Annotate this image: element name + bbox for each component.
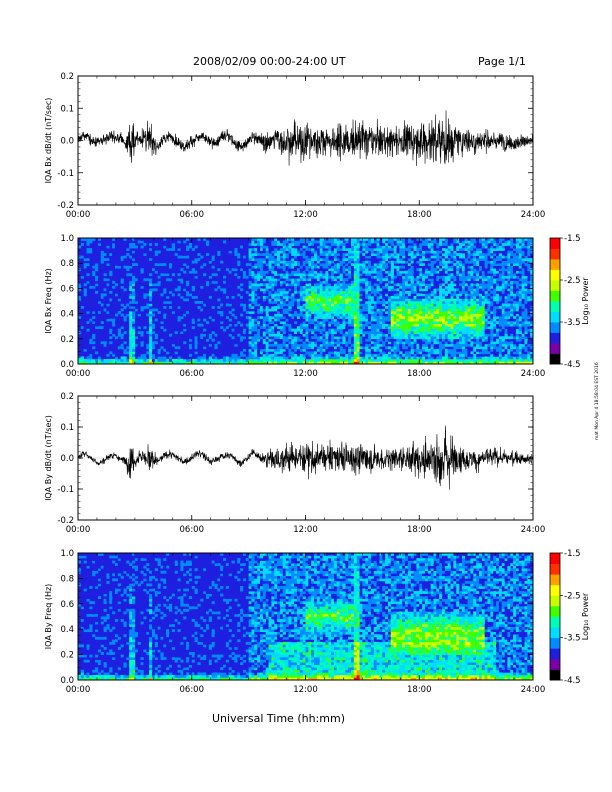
colorbar-tick-label: -2.5 bbox=[564, 591, 581, 601]
colorbar-frame bbox=[549, 237, 561, 365]
y-tick-label: 0.8 bbox=[60, 259, 74, 269]
x-tick-label: 06:00 bbox=[180, 369, 205, 379]
x-tick-label: 12:00 bbox=[293, 369, 318, 379]
colorbar-frame bbox=[549, 552, 561, 681]
y-tick-label: -0.1 bbox=[57, 485, 74, 495]
by-spectrogram-panel: -1.5 -2.5 -3.5 -4.5 Log₁₀ Power 00:00 06:00 12:… bbox=[44, 549, 590, 695]
x-tick-label: 00:00 bbox=[66, 525, 91, 535]
page-number: Page 1/1 bbox=[478, 55, 526, 68]
x-tick-label: 18:00 bbox=[407, 369, 432, 379]
colorbar-tick-label: -2.5 bbox=[564, 276, 581, 286]
x-tick-label: 00:00 bbox=[66, 369, 91, 379]
y-tick-label: 0.4 bbox=[60, 310, 74, 320]
y-tick-label: 0.1 bbox=[60, 423, 74, 433]
by-waveform-panel: 00:00 06:00 12:00 18:00 24:00 -0.2 -0.1 0.0 0.1 0… bbox=[44, 392, 545, 535]
y-tick-label: 0.6 bbox=[60, 284, 74, 294]
x-tick-label: 06:00 bbox=[180, 210, 205, 220]
colorbar-tick-label: -3.5 bbox=[564, 634, 581, 644]
y-tick-label: 0.0 bbox=[60, 454, 74, 464]
colorbar: -1.5 -2.5 -3.5 -4.5 Log₁₀ Power bbox=[549, 234, 590, 370]
y-axis-label: IQA Bx Freq (Hz) bbox=[44, 268, 53, 334]
x-tick-label: 24:00 bbox=[521, 210, 546, 220]
y-tick-label: 0.8 bbox=[60, 574, 74, 584]
x-tick-label: 12:00 bbox=[293, 210, 318, 220]
plot-frame bbox=[77, 237, 534, 365]
y-tick-label: 0.2 bbox=[60, 651, 74, 661]
y-tick-label: -0.2 bbox=[57, 516, 74, 526]
x-tick-label: 24:00 bbox=[521, 685, 546, 695]
x-tick-label: 18:00 bbox=[407, 210, 432, 220]
bx-spectrogram-panel: -1.5 -2.5 -3.5 -4.5 Log₁₀ Power 00:00 06:00 12:… bbox=[44, 234, 590, 379]
colorbar-tick-label: -3.5 bbox=[564, 318, 581, 328]
y-axis-label: IQA By Freq (Hz) bbox=[44, 584, 53, 650]
spectrogram-cells bbox=[78, 553, 534, 681]
y-tick-label: -0.1 bbox=[57, 169, 74, 179]
colorbar: -1.5 -2.5 -3.5 -4.5 Log₁₀ Power bbox=[549, 549, 590, 686]
x-tick-label: 24:00 bbox=[521, 525, 546, 535]
x-tick-label: 12:00 bbox=[293, 685, 318, 695]
y-tick-label: 0.0 bbox=[60, 137, 74, 147]
footer-note: mat Mon Apr 4 18:58:04 EST 2016 bbox=[594, 362, 600, 440]
x-tick-label: 18:00 bbox=[407, 525, 432, 535]
y-tick-label: 0.4 bbox=[60, 625, 74, 635]
plot-frame bbox=[77, 552, 534, 681]
y-tick-label: 1.0 bbox=[60, 234, 74, 244]
x-tick-label: 24:00 bbox=[521, 369, 546, 379]
y-tick-label: 0.0 bbox=[60, 360, 74, 370]
x-tick-label: 12:00 bbox=[293, 525, 318, 535]
y-tick-label: 0.6 bbox=[60, 600, 74, 610]
x-tick-label: 00:00 bbox=[66, 210, 91, 220]
plot-frame bbox=[77, 395, 534, 521]
y-axis-label: IQA By dB/dt (nT/sec) bbox=[44, 415, 53, 501]
waveform-trace bbox=[77, 425, 534, 490]
y-tick-label: 1.0 bbox=[60, 549, 74, 559]
colorbar-label: Log₁₀ Power bbox=[581, 277, 590, 325]
y-tick-label: 0.1 bbox=[60, 104, 74, 114]
colorbar-tick-label: -1.5 bbox=[564, 234, 581, 244]
spectrogram-cells bbox=[78, 238, 534, 365]
y-axis-label: IQA Bx dB/dt (nT/sec) bbox=[44, 98, 53, 184]
y-tick-label: 0.0 bbox=[60, 676, 74, 686]
colorbar-tick-label: -1.5 bbox=[564, 549, 581, 559]
y-tick-label: 0.2 bbox=[60, 392, 74, 402]
y-tick-label: -0.2 bbox=[57, 201, 74, 211]
colorbar-tick-label: -4.5 bbox=[564, 676, 581, 686]
x-tick-label: 00:00 bbox=[66, 685, 91, 695]
plot-frame bbox=[77, 75, 534, 206]
y-tick-label: 0.2 bbox=[60, 72, 74, 82]
x-tick-label: 06:00 bbox=[180, 525, 205, 535]
y-tick-label: 0.2 bbox=[60, 335, 74, 345]
colorbar-tick-label: -4.5 bbox=[564, 360, 581, 370]
x-axis-title: Universal Time (hh:mm) bbox=[212, 712, 345, 725]
x-tick-label: 06:00 bbox=[180, 685, 205, 695]
waveform-trace bbox=[77, 110, 534, 166]
colorbar-label: Log₁₀ Power bbox=[581, 592, 590, 640]
page-title: 2008/02/09 00:00-24:00 UT bbox=[193, 55, 346, 68]
bx-waveform-panel: 00:00 06:00 12:00 18:00 24:00 -0.2 -0.1 0.0 0.1 0… bbox=[44, 72, 545, 220]
x-tick-label: 18:00 bbox=[407, 685, 432, 695]
